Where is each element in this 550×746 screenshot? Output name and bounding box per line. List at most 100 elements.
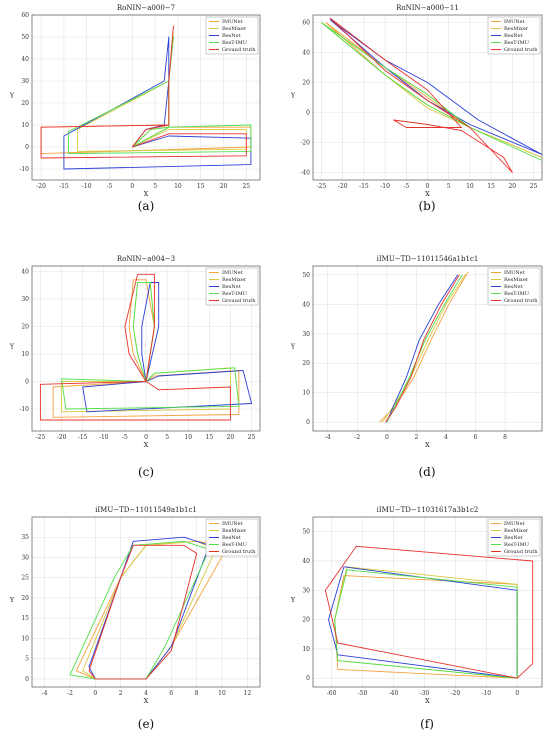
y-tick-label: -10 xyxy=(19,406,29,413)
x-tick-label: 20 xyxy=(220,183,228,190)
y-tick-label: 30 xyxy=(21,554,29,561)
y-tick-label: 20 xyxy=(21,324,29,331)
y-tick-label: 40 xyxy=(302,558,310,565)
x-tick-label: 10 xyxy=(184,434,192,441)
x-tick-label: 15 xyxy=(197,183,205,190)
x-axis-label: X xyxy=(425,441,430,449)
x-tick-label: -20 xyxy=(36,183,46,190)
legend-entry: IMUNet xyxy=(504,19,525,25)
series-line-ground-truth xyxy=(88,544,198,680)
series-line-resmixer xyxy=(82,540,217,680)
x-tick-label: 5 xyxy=(165,434,169,441)
plot-frame xyxy=(312,516,543,688)
x-tick-label: -10 xyxy=(82,183,92,190)
x-tick-label: 25 xyxy=(248,434,256,441)
y-tick-label: 30 xyxy=(21,78,29,85)
chart-panel-f: -60 -50 -40 -30 -20 -10 0 0 10 20 30 40 50 iIMU−TD−11… xyxy=(290,506,543,731)
series-line-resmixer xyxy=(334,566,518,679)
y-tick-label: 25 xyxy=(21,575,29,582)
y-tick-label: 10 xyxy=(302,646,310,653)
legend-entry: IMUNet xyxy=(222,19,243,25)
y-tick-label: 20 xyxy=(302,617,310,624)
x-tick-label: 0 xyxy=(426,183,430,190)
x-tick-label: 4 xyxy=(444,434,448,441)
x-tick-label: 8 xyxy=(195,690,199,697)
legend-entry: ResT-IMU xyxy=(504,40,529,46)
x-tick-label: 0 xyxy=(144,434,148,441)
y-tick-label: 0 xyxy=(306,419,310,426)
x-tick-label: 4 xyxy=(144,690,148,697)
y-axis-label: Y xyxy=(9,596,15,604)
legend-entry: ResNet xyxy=(504,535,523,541)
y-tick-label: 15 xyxy=(21,615,29,622)
x-tick-label: 2 xyxy=(119,690,123,697)
x-tick-label: 20 xyxy=(508,183,516,190)
panel-label: (f) xyxy=(420,717,434,731)
x-tick-label: -5 xyxy=(107,183,113,190)
x-tick-label: -40 xyxy=(389,690,399,697)
x-tick-label: -2 xyxy=(354,434,360,441)
chart-title: iIMU−TD−11031617a3b1c2 xyxy=(377,506,479,514)
x-tick-label: -10 xyxy=(99,434,109,441)
panel-label: (c) xyxy=(138,465,154,479)
x-tick-label: 25 xyxy=(242,183,250,190)
x-tick-label: -4 xyxy=(42,690,48,697)
y-axis-label: Y xyxy=(290,596,296,604)
plot-frame xyxy=(31,516,261,688)
y-axis-label: Y xyxy=(290,343,296,351)
series-line-rest-imu xyxy=(69,540,210,680)
chart-title: RoNIN−a004−3 xyxy=(117,255,175,263)
y-tick-label: 40 xyxy=(302,301,310,308)
legend-entry: ResT-IMU xyxy=(504,542,529,548)
plot-frame xyxy=(312,265,543,432)
legend-entry: ResMixer xyxy=(222,528,247,534)
x-tick-label: -10 xyxy=(481,690,491,697)
y-tick-label: 50 xyxy=(302,272,310,279)
legend-entry: ResMixer xyxy=(504,528,529,534)
legend-entry: IMUNet xyxy=(504,270,525,276)
x-axis-label: X xyxy=(144,697,149,705)
y-tick-label: 50 xyxy=(302,529,310,536)
y-tick-label: 0 xyxy=(25,379,29,386)
chart-title: iIMU−TD−11011546a1b1c1 xyxy=(377,255,479,263)
series-line-ground-truth xyxy=(40,25,247,159)
y-axis-label: Y xyxy=(9,92,15,100)
x-tick-label: -20 xyxy=(57,434,67,441)
y-tick-label: 30 xyxy=(302,587,310,594)
y-tick-label: 40 xyxy=(21,269,29,276)
legend-entry: Ground truth xyxy=(504,47,538,53)
x-tick-label: 5 xyxy=(447,183,451,190)
legend-entry: IMUNet xyxy=(222,270,243,276)
y-tick-label: 5 xyxy=(25,656,29,663)
y-tick-label: 40 xyxy=(21,56,29,63)
series-line-ground-truth xyxy=(39,273,231,421)
chart-panel-c: -25 -20 -15 -10 -5 0 5 10 15 20 25 -10 0 10 20 30 40 RoNI… xyxy=(9,255,261,479)
legend-entry: IMUNet xyxy=(222,521,243,527)
series-line-rest-imu xyxy=(334,569,518,679)
legend-entry: ResMixer xyxy=(222,26,247,32)
x-tick-label: -30 xyxy=(420,690,430,697)
panel-label: (e) xyxy=(138,717,154,731)
series-line-imunet xyxy=(379,271,469,423)
series-line-resnet xyxy=(329,19,542,155)
legend-entry: Ground truth xyxy=(222,47,256,53)
legend-entry: ResNet xyxy=(222,33,241,39)
y-tick-label: 0 xyxy=(25,676,29,683)
series-line-imunet xyxy=(40,36,252,155)
y-tick-label: 60 xyxy=(21,12,29,19)
x-tick-label: -25 xyxy=(317,183,327,190)
series-line-resnet xyxy=(88,536,210,680)
y-tick-label: 35 xyxy=(21,534,29,541)
panel-label: (b) xyxy=(418,199,435,213)
y-tick-label: 10 xyxy=(21,351,29,358)
legend-entry: IMUNet xyxy=(504,521,525,527)
x-tick-label: -4 xyxy=(325,434,331,441)
legend-entry: ResNet xyxy=(222,284,241,290)
x-tick-label: -25 xyxy=(36,434,46,441)
chart-title: RoNIN−a000−7 xyxy=(117,4,175,12)
x-tick-label: 10 xyxy=(466,183,474,190)
legend-entry: ResMixer xyxy=(504,277,529,283)
